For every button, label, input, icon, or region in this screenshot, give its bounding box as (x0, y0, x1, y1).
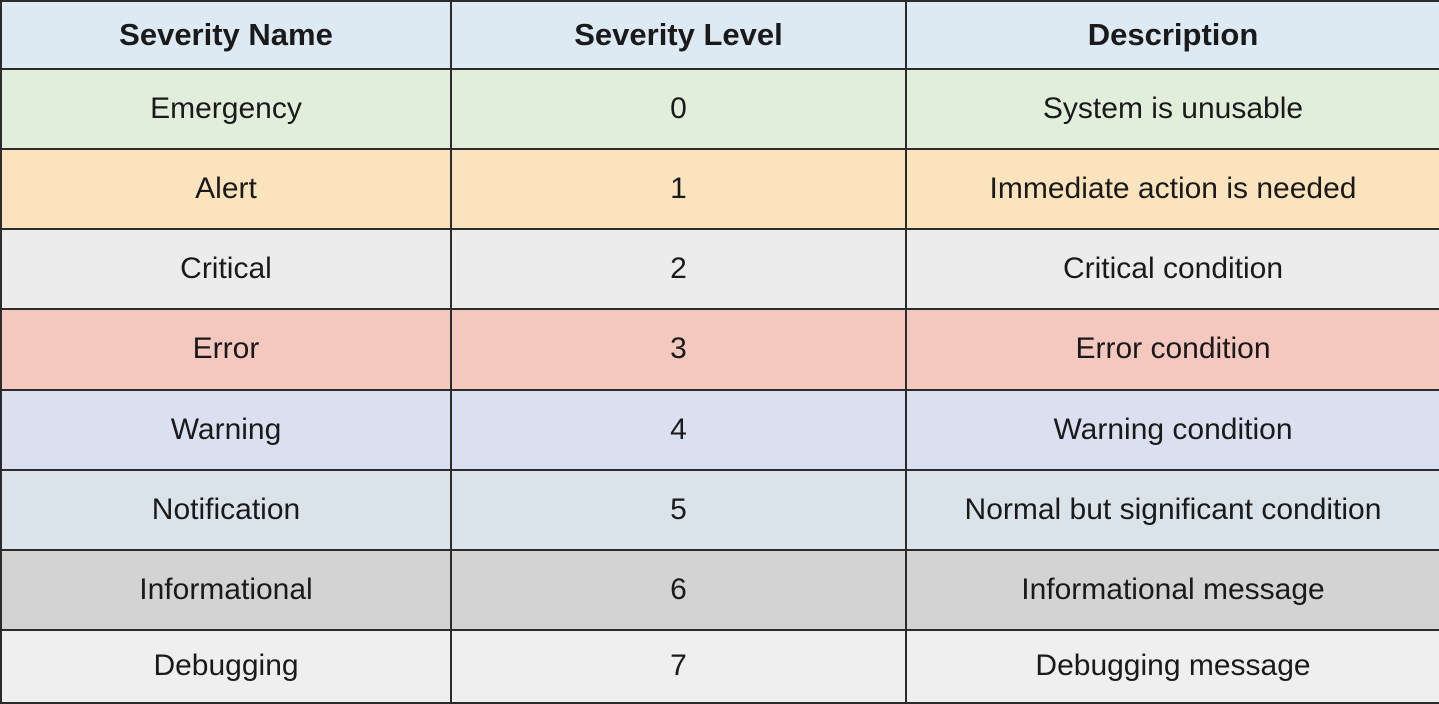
column-header-description: Description (905, 0, 1439, 70)
severity-level-cell: 7 (450, 628, 907, 704)
severity-level-cell: 3 (450, 308, 907, 391)
severity-level-cell: 5 (450, 468, 907, 551)
table-header-row: Severity Name Severity Level Description (0, 0, 1439, 70)
table-row: Notification 5 Normal but significant co… (0, 468, 1439, 551)
table-row: Informational 6 Informational message (0, 548, 1439, 631)
description-cell: Informational message (905, 548, 1439, 631)
severity-level-cell: 2 (450, 228, 907, 311)
table-row: Debugging 7 Debugging message (0, 628, 1439, 704)
table-row: Emergency 0 System is unusable (0, 67, 1439, 151)
column-header-severity-name: Severity Name (0, 0, 452, 70)
severity-name-cell: Debugging (0, 628, 452, 704)
severity-level-cell: 4 (450, 388, 907, 471)
description-cell: Debugging message (905, 628, 1439, 704)
description-cell: Warning condition (905, 388, 1439, 471)
severity-name-cell: Warning (0, 388, 452, 471)
description-cell: System is unusable (905, 67, 1439, 151)
table-row: Alert 1 Immediate action is needed (0, 148, 1439, 231)
table-row: Error 3 Error condition (0, 308, 1439, 391)
description-cell: Normal but significant condition (905, 468, 1439, 551)
severity-name-cell: Informational (0, 548, 452, 631)
column-header-severity-level: Severity Level (450, 0, 907, 70)
description-cell: Error condition (905, 308, 1439, 391)
severity-level-cell: 1 (450, 148, 907, 231)
table-row: Warning 4 Warning condition (0, 388, 1439, 471)
severity-level-cell: 0 (450, 67, 907, 151)
severity-name-cell: Critical (0, 228, 452, 311)
severity-level-cell: 6 (450, 548, 907, 631)
severity-name-cell: Error (0, 308, 452, 391)
description-cell: Critical condition (905, 228, 1439, 311)
severity-name-cell: Alert (0, 148, 452, 231)
description-cell: Immediate action is needed (905, 148, 1439, 231)
severity-name-cell: Notification (0, 468, 452, 551)
table-row: Critical 2 Critical condition (0, 228, 1439, 311)
severity-name-cell: Emergency (0, 67, 452, 151)
